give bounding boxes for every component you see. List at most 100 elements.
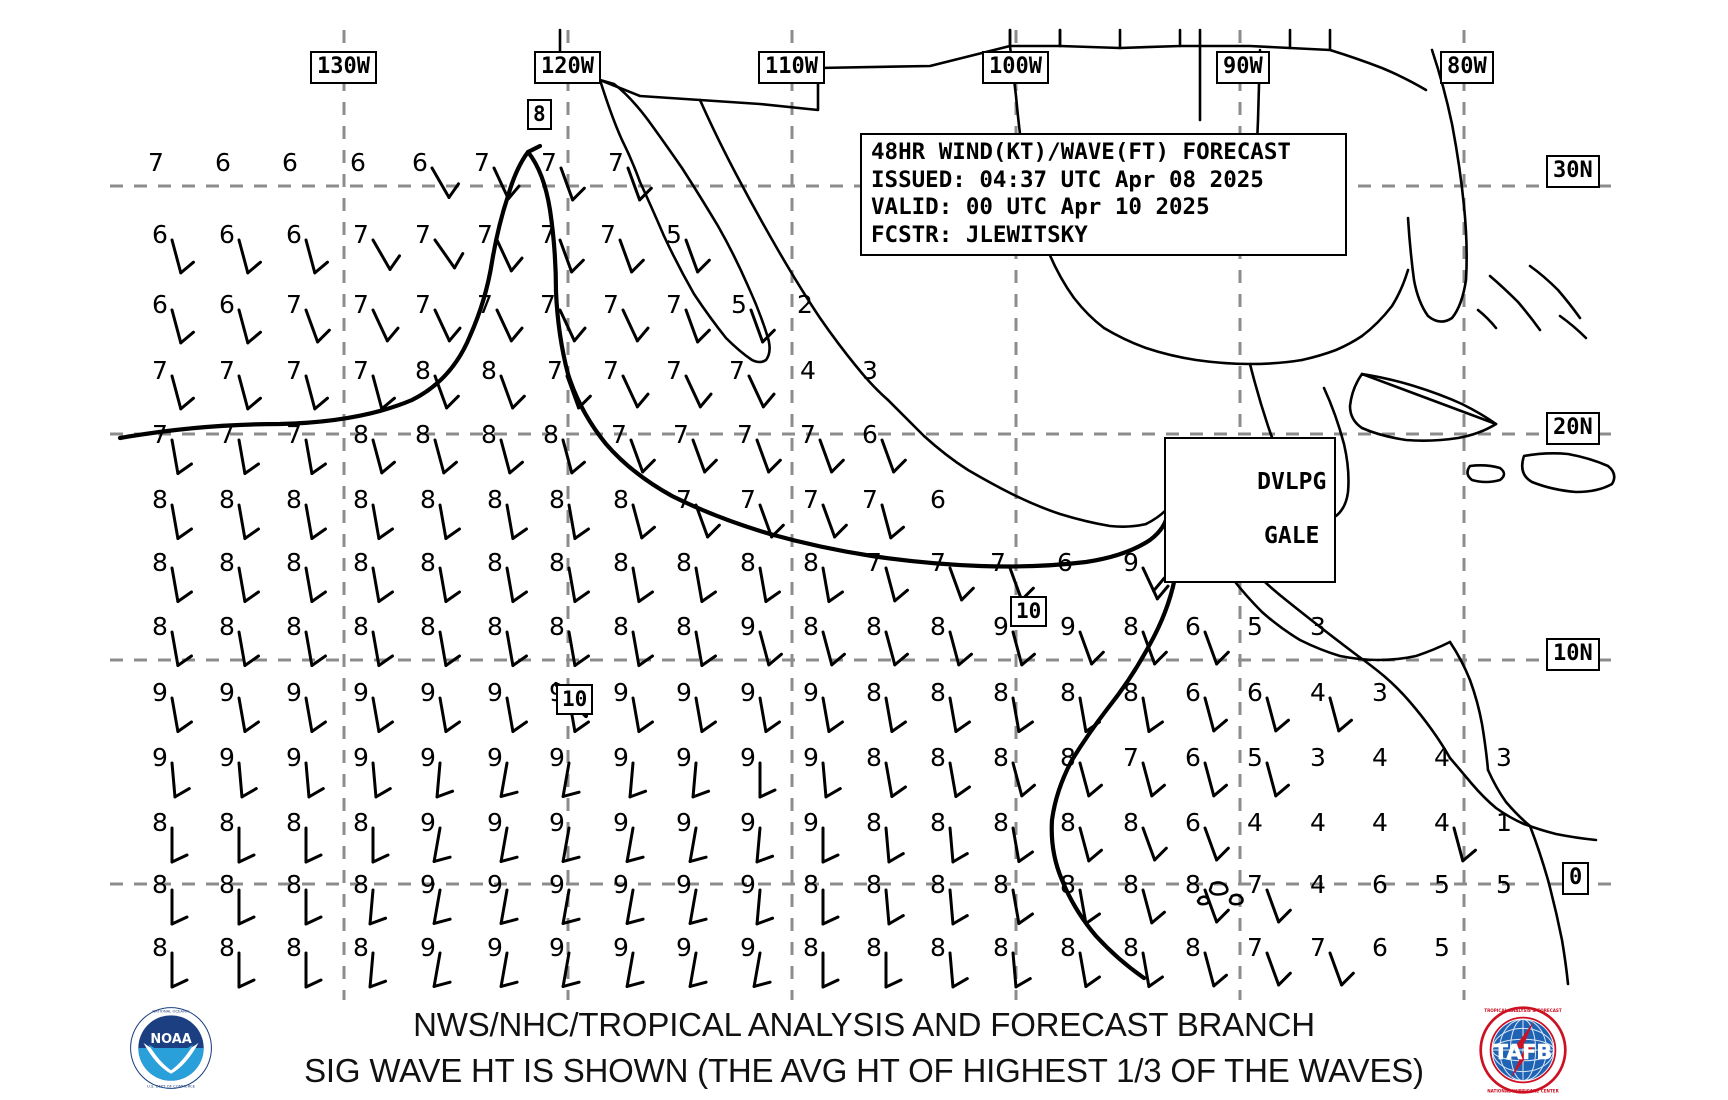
wind-barb-icon: [505, 696, 528, 733]
wind-barb-icon: [1203, 951, 1228, 988]
wave-height-value: 8: [353, 612, 369, 641]
wave-height-value: 8: [415, 356, 431, 385]
wave-height-value: 7: [866, 548, 882, 577]
wind-barb-icon: [821, 826, 840, 864]
wind-barb-icon: [755, 826, 775, 864]
wave-height-value: 5: [1434, 933, 1450, 962]
coast-nicaragua-north: [1376, 640, 1452, 662]
wind-barb-icon: [694, 566, 717, 603]
contour-8ft-north: [117, 143, 543, 441]
wind-barb-icon: [170, 696, 193, 733]
wind-barb-icon: [304, 826, 323, 864]
wind-barb-icon: [237, 374, 262, 411]
wind-barb-icon: [438, 630, 461, 667]
gale-warning-line2: GALE: [1264, 523, 1320, 549]
wind-barb-icon: [694, 503, 721, 539]
wave-height-value: 8: [487, 485, 503, 514]
wind-barb-icon: [758, 761, 777, 799]
wave-height-value: 8: [1123, 612, 1139, 641]
wind-barb-icon: [371, 308, 400, 343]
wind-barb-icon: [371, 826, 390, 864]
wind-barb-icon: [170, 308, 195, 345]
wave-height-value: 4: [1310, 808, 1326, 837]
wave-height-value: 7: [603, 290, 619, 319]
wave-height-value: 8: [353, 808, 369, 837]
wind-barb-icon: [948, 566, 975, 602]
coast-bahamas-3: [1558, 314, 1588, 340]
wave-height-value: 8: [803, 548, 819, 577]
wind-barb-icon: [747, 374, 776, 409]
wind-barb-icon: [1265, 951, 1292, 987]
wave-height-value: 7: [286, 290, 302, 319]
wave-height-value: 8: [993, 743, 1009, 772]
lon-label-90w: 90W: [1216, 51, 1270, 84]
wind-barb-icon: [688, 951, 708, 988]
wave-height-value: 6: [152, 290, 168, 319]
wave-height-value: 9: [152, 678, 168, 707]
wave-height-value: 8: [353, 420, 369, 449]
wave-height-value: 8: [930, 678, 946, 707]
wave-height-value: 8: [613, 548, 629, 577]
lat-label-20n: 20N: [1546, 412, 1600, 445]
wind-barb-icon: [1078, 630, 1105, 666]
wind-barb-icon: [1203, 630, 1230, 666]
map-panel[interactable]: 130W 120W 110W 100W 90W 80W 30N 20N 10N …: [0, 0, 1728, 1000]
wave-height-value: 8: [353, 870, 369, 899]
coast-gulf-california: [698, 98, 890, 402]
lon-label-110w: 110W: [758, 51, 825, 84]
wind-barb-icon: [1078, 888, 1101, 925]
wave-height-value: 8: [930, 870, 946, 899]
coast-nicaragua-east: [1448, 640, 1490, 772]
wave-height-value: 7: [540, 290, 556, 319]
wind-barb-icon: [1203, 888, 1230, 924]
wind-barb-icon: [237, 630, 260, 667]
wind-barb-icon: [694, 696, 717, 733]
wind-barb-icon: [1011, 826, 1034, 863]
wind-barb-icon: [499, 761, 519, 798]
wave-height-value: 3: [1310, 743, 1326, 772]
wind-barb-icon: [561, 761, 581, 798]
wave-height-value: 9: [613, 870, 629, 899]
gale-warning-label: DVLPG GALE: [1164, 437, 1337, 583]
wave-height-value: 8: [930, 933, 946, 962]
wave-height-value: 9: [803, 808, 819, 837]
wave-height-value: 2: [797, 290, 813, 319]
wind-barb-icon: [1078, 826, 1103, 863]
wave-height-value: 8: [219, 612, 235, 641]
wave-height-value: 7: [219, 420, 235, 449]
wave-height-value: 8: [353, 485, 369, 514]
wave-height-value: 9: [487, 808, 503, 837]
coast-gulf-ne: [1300, 334, 1364, 362]
wave-height-value: 8: [152, 870, 168, 899]
map-graphics: [110, 28, 1620, 1000]
wind-barb-icon: [948, 630, 973, 667]
wave-height-value: 8: [286, 612, 302, 641]
wind-barb-icon: [1011, 696, 1034, 733]
wave-height-value: 8: [866, 808, 882, 837]
wind-barb-icon: [684, 374, 713, 409]
wave-height-value: 8: [219, 808, 235, 837]
wave-height-value: 7: [219, 356, 235, 385]
wave-height-value: 9: [420, 933, 436, 962]
lon-label-100w: 100W: [982, 51, 1049, 84]
footer-line-2: SIG WAVE HT IS SHOWN (THE AVG HT OF HIGH…: [304, 1052, 1424, 1089]
wave-height-value: 6: [219, 290, 235, 319]
wave-height-value: 7: [1247, 870, 1263, 899]
wave-height-value: 8: [481, 420, 497, 449]
lat-label-10n: 10N: [1546, 638, 1600, 671]
svg-text:NATIONAL HURRICANE CENTER: NATIONAL HURRICANE CENTER: [1487, 1088, 1559, 1093]
wave-height-value: 3: [862, 356, 878, 385]
contour-label-10ft-west: 10: [556, 684, 594, 715]
wave-height-value: 4: [1310, 870, 1326, 899]
wave-height-value: 9: [549, 870, 565, 899]
wave-height-value: 9: [676, 808, 692, 837]
wave-height-value: 9: [740, 870, 756, 899]
coast-us-north-3: [1178, 28, 1332, 52]
wind-barb-icon: [499, 374, 526, 410]
lon-label-80w: 80W: [1440, 51, 1494, 84]
wave-height-value: 7: [152, 420, 168, 449]
wind-barb-icon: [629, 438, 656, 474]
wave-height-value: 9: [740, 612, 756, 641]
wind-barb-icon: [499, 888, 519, 925]
wind-barb-icon: [170, 630, 193, 667]
